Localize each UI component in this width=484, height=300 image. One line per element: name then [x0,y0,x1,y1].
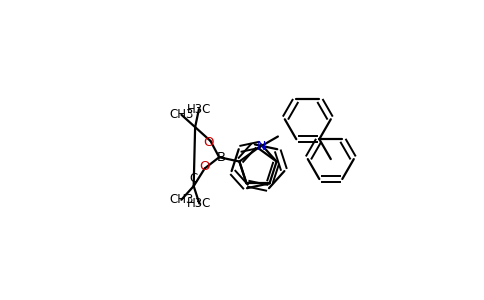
Text: H3C: H3C [187,103,211,116]
Text: H3C: H3C [187,197,212,210]
Text: O: O [203,136,214,149]
Text: CH3: CH3 [169,108,194,121]
Text: B: B [216,151,226,164]
Text: N: N [257,140,266,152]
Text: O: O [199,160,210,173]
Text: CH3: CH3 [169,193,194,206]
Text: C: C [190,172,198,184]
